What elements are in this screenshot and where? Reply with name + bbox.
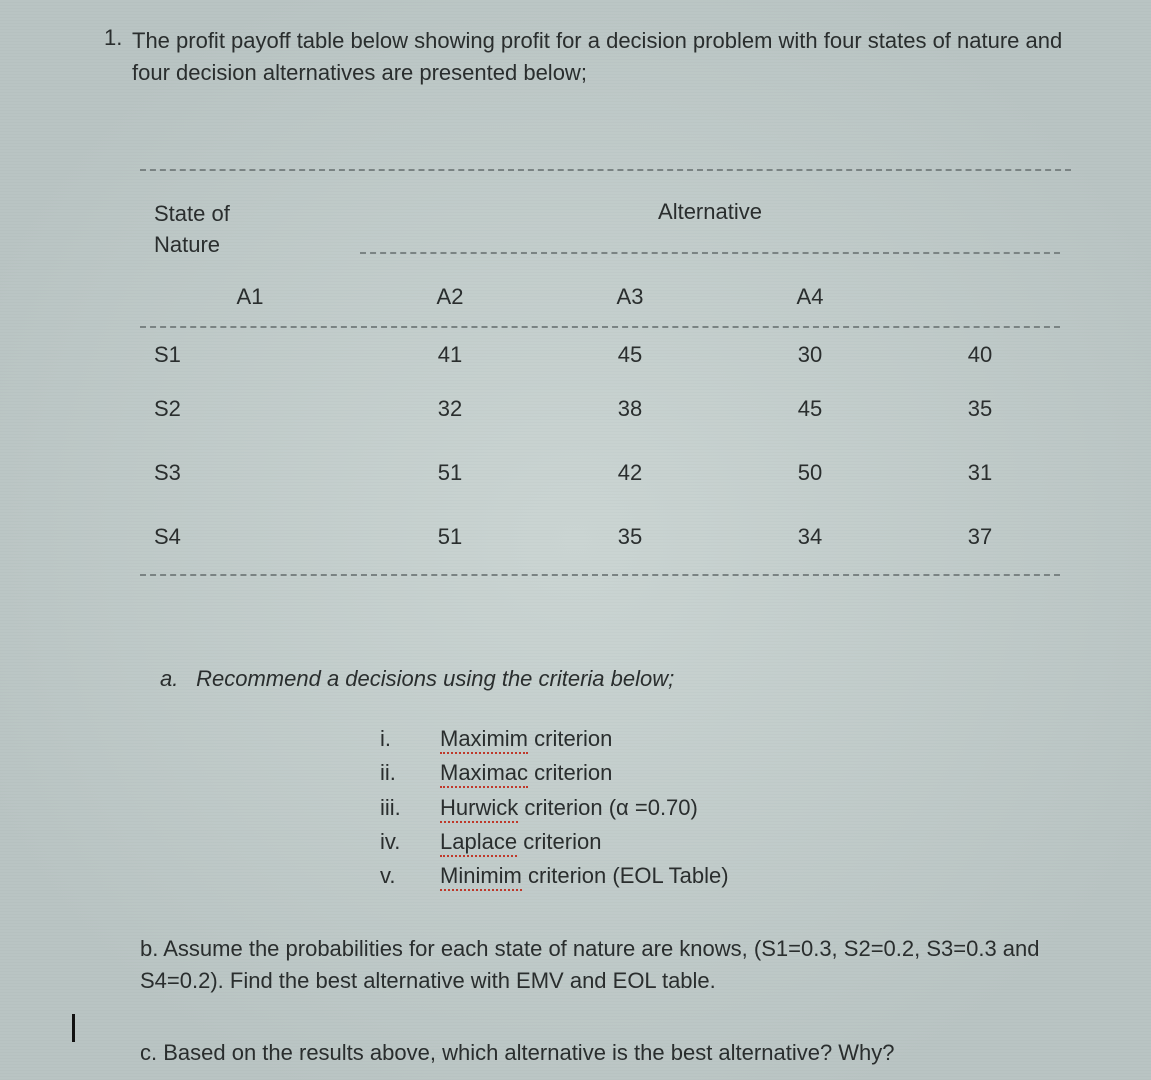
part-a-letter: a.: [160, 666, 190, 692]
criterion-text-i: Maximim criterion: [440, 722, 612, 756]
col-header-a2: A2: [360, 272, 540, 326]
row-gap-1: [140, 436, 1060, 446]
part-a-prompt: a. Recommend a decisions using the crite…: [160, 666, 1091, 692]
question-number: 1.: [104, 25, 122, 51]
row-label-s4: S4: [140, 510, 360, 564]
criterion-text-v: Minimim criterion (EOL Table): [440, 859, 729, 893]
criterion-num-iv: iv.: [380, 825, 440, 859]
part-a-text: Recommend a decisions using the criteria…: [196, 666, 674, 691]
table-bottom-rule: [140, 574, 1060, 576]
criterion-num-i: i.: [380, 722, 440, 756]
spanner-alternative: Alternative: [360, 171, 1060, 252]
criterion-underlined-i: Maximim: [440, 726, 528, 754]
cell-s1-a1: 41: [360, 328, 540, 382]
cell-s2-a1: 32: [360, 382, 540, 436]
question-text: The profit payoff table below showing pr…: [132, 25, 1091, 89]
cell-s4-a3: 34: [720, 510, 900, 564]
cell-s3-a3: 50: [720, 446, 900, 500]
criterion-text-iv: Laplace criterion: [440, 825, 601, 859]
part-b: b. Assume the probabilities for each sta…: [140, 933, 1091, 997]
criterion-iv: iv. Laplace criterion: [380, 825, 1091, 859]
row-gap-2: [140, 500, 1060, 510]
criterion-rest-i: criterion: [528, 726, 612, 751]
criterion-rest-ii: criterion: [528, 760, 612, 785]
row-header-title-line1: State of: [154, 201, 230, 226]
row-label-s1: S1: [140, 328, 360, 382]
cell-s1-a2: 45: [540, 328, 720, 382]
criterion-text-iii: Hurwick criterion (α =0.70): [440, 791, 698, 825]
row-gap-3: [140, 564, 1060, 574]
row-header-title: State of Nature: [140, 171, 360, 273]
criterion-iii: iii. Hurwick criterion (α =0.70): [380, 791, 1091, 825]
col-header-a1: A1: [140, 272, 360, 326]
criterion-ii: ii. Maximac criterion: [380, 756, 1091, 790]
cell-s3-a1: 51: [360, 446, 540, 500]
col-header-a3: A3: [540, 272, 720, 326]
criterion-num-v: v.: [380, 859, 440, 893]
criterion-num-ii: ii.: [380, 756, 440, 790]
criterion-underlined-ii: Maximac: [440, 760, 528, 788]
row-label-s3: S3: [140, 446, 360, 500]
part-c: c. Based on the results above, which alt…: [140, 1037, 1091, 1069]
criterion-underlined-v: Minimim: [440, 863, 522, 891]
criterion-text-ii: Maximac criterion: [440, 756, 612, 790]
payoff-table: State of Nature Alternative A1 A2 A3 A4 …: [140, 169, 1071, 577]
cell-s4-a2: 35: [540, 510, 720, 564]
part-a: a. Recommend a decisions using the crite…: [160, 666, 1091, 892]
criterion-rest-iv: criterion: [517, 829, 601, 854]
table-grid: State of Nature Alternative A1 A2 A3 A4 …: [140, 171, 1071, 577]
criterion-rest-v: criterion (EOL Table): [522, 863, 729, 888]
spanner-rule: [360, 252, 1060, 273]
cell-s2-a4: 35: [900, 382, 1060, 436]
text-cursor: [72, 1014, 75, 1042]
cell-s3-a2: 42: [540, 446, 720, 500]
cell-s1-a4: 40: [900, 328, 1060, 382]
criterion-i: i. Maximim criterion: [380, 722, 1091, 756]
cell-s4-a4: 37: [900, 510, 1060, 564]
criterion-underlined-iv: Laplace: [440, 829, 517, 857]
col-header-a4: A4: [720, 272, 900, 326]
row-label-s2: S2: [140, 382, 360, 436]
criteria-list: i. Maximim criterion ii. Maximac criteri…: [380, 722, 1091, 892]
criterion-v: v. Minimim criterion (EOL Table): [380, 859, 1091, 893]
cell-s2-a2: 38: [540, 382, 720, 436]
cell-s4-a1: 51: [360, 510, 540, 564]
cell-s3-a4: 31: [900, 446, 1060, 500]
cell-s1-a3: 30: [720, 328, 900, 382]
cell-s2-a3: 45: [720, 382, 900, 436]
row-header-title-line2: Nature: [154, 232, 220, 257]
page: 1. The profit payoff table below showing…: [0, 0, 1151, 1080]
criterion-num-iii: iii.: [380, 791, 440, 825]
criterion-rest-iii: criterion (α =0.70): [518, 795, 698, 820]
criterion-underlined-iii: Hurwick: [440, 795, 518, 823]
